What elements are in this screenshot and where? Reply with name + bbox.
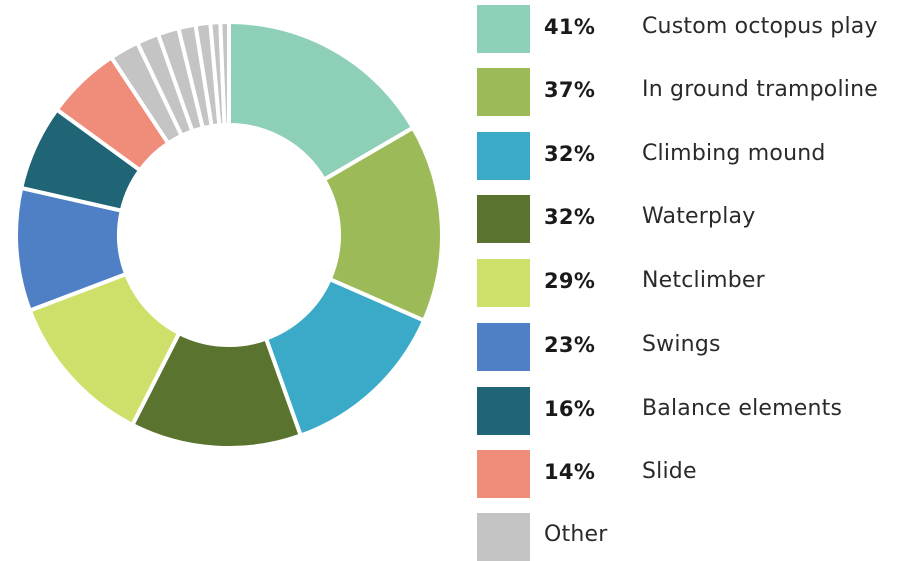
legend-label: In ground trampoline [642,77,878,102]
donut-slice-in-ground-trampoline [322,125,444,323]
legend-item-other: Other [477,513,907,561]
legend-label: Slide [642,459,697,484]
donut-slice-custom-octopus-play [227,20,416,182]
legend-label: Other [544,522,608,547]
legend-swatch [477,323,530,371]
legend-item-custom-octopus-play: 41% Custom octopus play [477,5,907,53]
legend-swatch [477,68,530,116]
donut-chart [14,20,444,450]
legend-label: Netclimber [642,268,765,293]
legend-percent: 23% [544,333,596,357]
legend-swatch [477,450,530,498]
legend-item-balance-elements: 16% Balance elements [477,387,907,435]
legend-percent: 32% [544,205,596,229]
legend-percent: 37% [544,78,596,102]
legend-swatch [477,387,530,435]
legend-percent: 29% [544,269,596,293]
legend-swatch [477,132,530,180]
legend-item-in-ground-trampoline: 37% In ground trampoline [477,68,907,116]
legend-swatch [477,513,530,561]
legend-percent: 14% [544,460,596,484]
legend-swatch [477,259,530,307]
legend-swatch [477,5,530,53]
legend-percent: 16% [544,397,596,421]
legend-item-netclimber: 29% Netclimber [477,259,907,307]
legend-label: Custom octopus play [642,14,878,39]
legend-item-climbing-mound: 32% Climbing mound [477,132,907,180]
legend-label: Balance elements [642,396,843,421]
legend-swatch [477,195,530,243]
legend-label: Waterplay [642,204,756,229]
legend-item-swings: 23% Swings [477,323,907,371]
legend-percent: 41% [544,15,596,39]
legend-label: Climbing mound [642,141,826,166]
donut-slice-other-7 [218,20,231,128]
legend-item-slide: 14% Slide [477,450,907,498]
legend-label: Swings [642,332,721,357]
legend-item-waterplay: 32% Waterplay [477,195,907,243]
legend-percent: 32% [544,142,596,166]
